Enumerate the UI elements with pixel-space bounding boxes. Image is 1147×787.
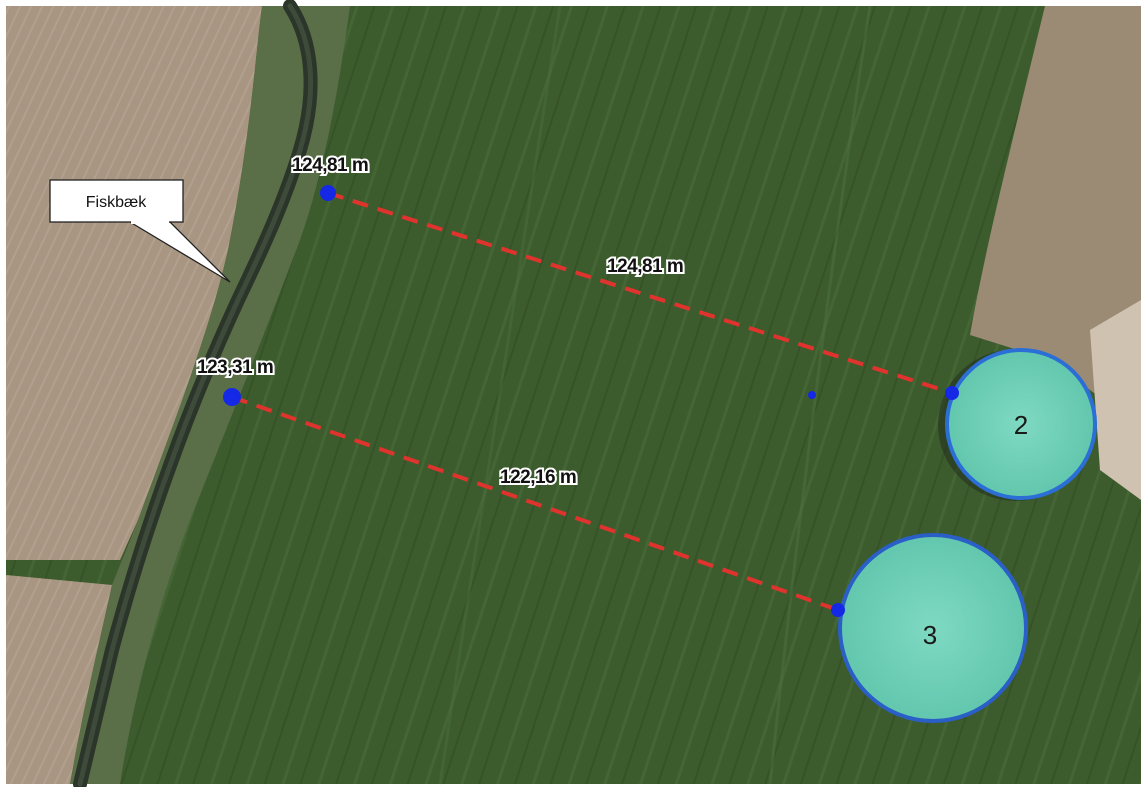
tank-3-number: 3 — [923, 620, 937, 650]
stray-vertex[interactable] — [808, 391, 816, 399]
measure-vertex-start-1[interactable] — [320, 185, 336, 201]
tank-2-number: 2 — [1014, 410, 1028, 440]
measure-vertex-end-1[interactable] — [945, 386, 959, 400]
callout-label: Fiskbæk — [86, 194, 147, 211]
measure-vertex-end-2[interactable] — [831, 603, 845, 617]
measure-mid-label-2: 122,16 m — [500, 467, 576, 488]
measure-mid-label-1: 124,81 m — [607, 256, 683, 277]
measure-start-label-1: 124,81 m — [292, 155, 368, 176]
measure-start-label-2: 123,31 m — [197, 357, 273, 378]
tank-2[interactable]: 2 — [938, 349, 1095, 501]
measure-vertex-start-2[interactable] — [223, 388, 241, 406]
tank-3[interactable]: 3 — [840, 535, 1026, 721]
